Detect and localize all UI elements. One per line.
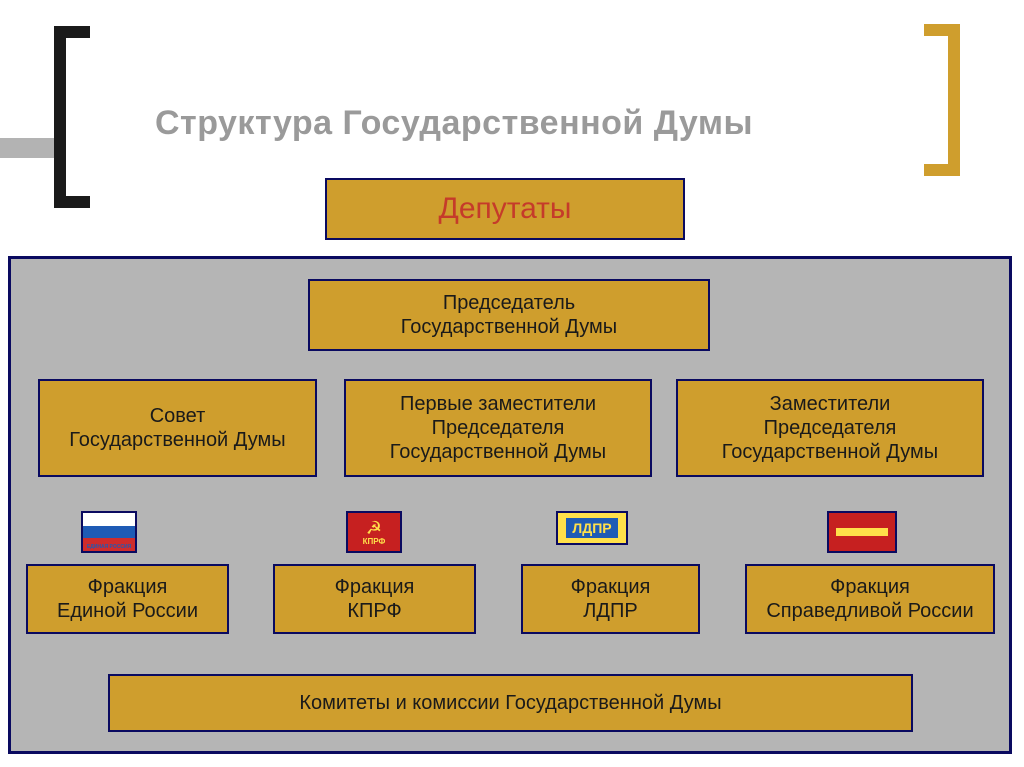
fraction-er-line1: Фракция	[88, 575, 168, 599]
box-deputies: Депутаты	[325, 178, 685, 240]
committees-label: Комитеты и комиссии Государственной Думы	[299, 691, 721, 715]
box-fraction-ldpr: Фракция ЛДПР	[521, 564, 700, 634]
fraction-er-line2: Единой России	[57, 599, 198, 623]
council-line2: Государственной Думы	[69, 428, 285, 452]
logo-er: ЕДИНАЯ РОССИЯ	[81, 511, 137, 553]
fraction-ldpr-line1: Фракция	[571, 575, 651, 599]
fraction-ldpr-line2: ЛДПР	[583, 599, 637, 623]
firstdeps-line3: Государственной Думы	[390, 440, 606, 464]
fraction-sr-line1: Фракция	[830, 575, 910, 599]
chairman-line2: Государственной Думы	[401, 315, 617, 339]
logo-ldpr: ЛДПР	[556, 511, 628, 545]
box-fraction-er: Фракция Единой России	[26, 564, 229, 634]
deps-line1: Заместители	[770, 392, 891, 416]
deps-line2: Председателя	[764, 416, 897, 440]
page-title: Структура Государственной Думы	[155, 104, 753, 143]
logo-kprf: ☭КПРФ	[346, 511, 402, 553]
firstdeps-line1: Первые заместители	[400, 392, 596, 416]
box-first-deputies: Первые заместители Председателя Государс…	[344, 379, 652, 477]
page: Структура Государственной Думы Депутаты …	[0, 0, 1024, 767]
box-committees: Комитеты и комиссии Государственной Думы	[108, 674, 913, 732]
deputies-label: Депутаты	[439, 192, 572, 226]
box-deputies-chairman: Заместители Председателя Государственной…	[676, 379, 984, 477]
bracket-left	[54, 26, 90, 208]
firstdeps-line2: Председателя	[432, 416, 565, 440]
box-fraction-kprf: Фракция КПРФ	[273, 564, 476, 634]
box-fraction-sr: Фракция Справедливой России	[745, 564, 995, 634]
fraction-kprf-line2: КПРФ	[347, 599, 401, 623]
box-chairman: Председатель Государственной Думы	[308, 279, 710, 351]
logo-sr	[827, 511, 897, 553]
fraction-sr-line2: Справедливой России	[766, 599, 973, 623]
bracket-right	[924, 24, 960, 176]
deps-line3: Государственной Думы	[722, 440, 938, 464]
council-line1: Совет	[150, 404, 206, 428]
chairman-line1: Председатель	[443, 291, 575, 315]
fraction-kprf-line1: Фракция	[335, 575, 415, 599]
main-panel: Председатель Государственной Думы Совет …	[8, 256, 1012, 754]
box-council: Совет Государственной Думы	[38, 379, 317, 477]
